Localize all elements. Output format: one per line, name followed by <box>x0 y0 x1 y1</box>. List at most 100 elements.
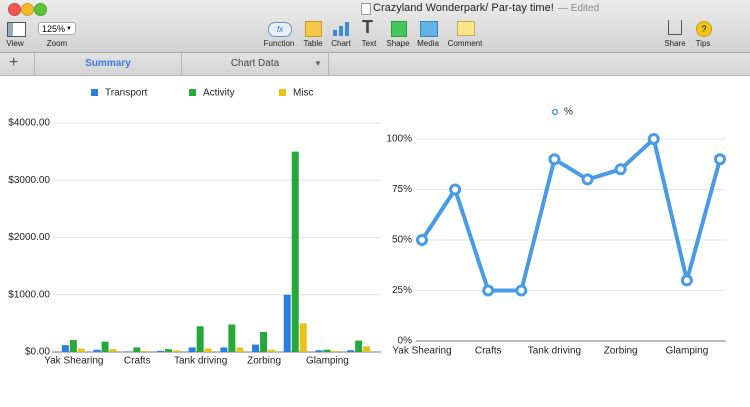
media-icon[interactable] <box>420 21 438 37</box>
toolbar-label: Function <box>263 39 295 48</box>
toolbar-label: Zoom <box>46 39 68 48</box>
bar <box>355 340 363 352</box>
view-icon[interactable] <box>7 22 26 37</box>
minimize-button[interactable] <box>21 3 34 16</box>
add-sheet-button[interactable]: + <box>9 54 19 71</box>
x-tick-label: Zorbing <box>247 356 281 367</box>
x-tick-label: Yak Shearing <box>44 356 103 367</box>
toolbar-label: Text <box>361 39 377 48</box>
legend-swatch <box>279 89 286 96</box>
text-icon[interactable]: T <box>362 17 373 37</box>
bar <box>172 350 180 352</box>
y-tick-label: 25% <box>392 285 412 296</box>
bar <box>69 339 77 352</box>
bar <box>260 331 268 352</box>
legend-swatch <box>91 89 98 96</box>
bar <box>347 350 355 352</box>
bar <box>331 350 339 352</box>
y-tick-label: 100% <box>386 134 412 145</box>
x-tick-label: Glamping <box>306 356 349 367</box>
divider <box>181 53 182 75</box>
tab-bar: + Summary Chart Data ▼ <box>0 53 750 76</box>
tips-icon[interactable]: ? <box>696 21 712 37</box>
y-tick-label: 75% <box>392 184 412 195</box>
share-icon[interactable] <box>668 20 682 35</box>
tab[interactable]: Summary <box>85 58 131 69</box>
point <box>581 173 594 186</box>
bar <box>323 349 331 352</box>
legend-label: Misc <box>293 88 314 99</box>
zoom-value: 125% <box>42 24 66 34</box>
bar <box>291 151 299 352</box>
chart-icon[interactable] <box>333 22 349 36</box>
legend-label: Transport <box>105 88 148 99</box>
table-icon[interactable] <box>305 21 322 37</box>
bar <box>125 351 133 352</box>
function-icon[interactable]: fx <box>268 22 292 37</box>
toolbar-label: Table <box>303 39 323 48</box>
y-tick-label: $4000.00 <box>8 118 50 129</box>
bar <box>164 349 172 352</box>
x-tick-label: Glamping <box>665 346 708 357</box>
point <box>714 153 726 166</box>
bar <box>252 344 260 352</box>
x-tick-label: Crafts <box>124 356 151 367</box>
y-tick-label: $0.00 <box>25 347 50 358</box>
y-tick-label: $3000.00 <box>8 175 50 186</box>
x-tick-label: Zorbing <box>604 346 638 357</box>
toolbar-label: Share <box>664 39 686 48</box>
legend-label: Activity <box>203 88 235 99</box>
bar <box>141 350 149 352</box>
y-tick-label: $2000.00 <box>8 232 50 243</box>
bar <box>93 349 101 352</box>
bar <box>188 347 196 352</box>
toolbar-label: View <box>6 39 24 48</box>
divider <box>34 53 35 75</box>
bar <box>236 347 244 352</box>
bar <box>315 350 323 352</box>
bar <box>61 345 69 352</box>
point <box>515 284 528 297</box>
bar <box>299 323 307 352</box>
point <box>482 284 495 297</box>
point <box>449 183 462 196</box>
bar <box>77 348 85 352</box>
bar <box>204 348 212 352</box>
window-title: Crazyland Wonderpark/ Par-tay time! <box>373 2 554 14</box>
bar <box>109 349 117 352</box>
zoom-button[interactable] <box>34 3 47 16</box>
point <box>548 153 561 166</box>
shape-icon[interactable] <box>391 21 407 37</box>
bar <box>156 350 164 352</box>
x-tick-label: Tank driving <box>174 356 227 367</box>
comment-icon[interactable] <box>457 21 475 36</box>
point <box>416 234 428 246</box>
toolbar-label: Chart <box>331 39 351 48</box>
legend-swatch <box>189 89 196 96</box>
bar <box>220 347 228 352</box>
tab[interactable]: Chart Data <box>230 58 280 69</box>
legend-marker <box>551 108 559 116</box>
y-tick-label: $1000.00 <box>8 289 50 300</box>
bar <box>196 326 204 352</box>
x-tick-label: Tank driving <box>528 346 581 357</box>
point <box>647 133 660 145</box>
bar <box>363 346 371 352</box>
close-button[interactable] <box>8 3 21 16</box>
legend-label: % <box>564 107 573 118</box>
toolbar-label: Comment <box>447 39 483 48</box>
toolbar-label: Tips <box>695 39 711 48</box>
y-tick-label: 50% <box>392 235 412 246</box>
x-tick-label: Yak Shearing <box>392 346 451 357</box>
tab-menu[interactable]: ▼ <box>314 59 322 68</box>
bar <box>101 341 109 352</box>
x-tick-label: Crafts <box>475 346 502 357</box>
bar <box>268 349 276 352</box>
zoom-select[interactable]: 125% ▼ <box>38 22 76 35</box>
toolbar-label: Shape <box>386 39 410 48</box>
bar <box>133 347 141 352</box>
doc-icon <box>361 3 371 15</box>
line <box>420 137 722 293</box>
